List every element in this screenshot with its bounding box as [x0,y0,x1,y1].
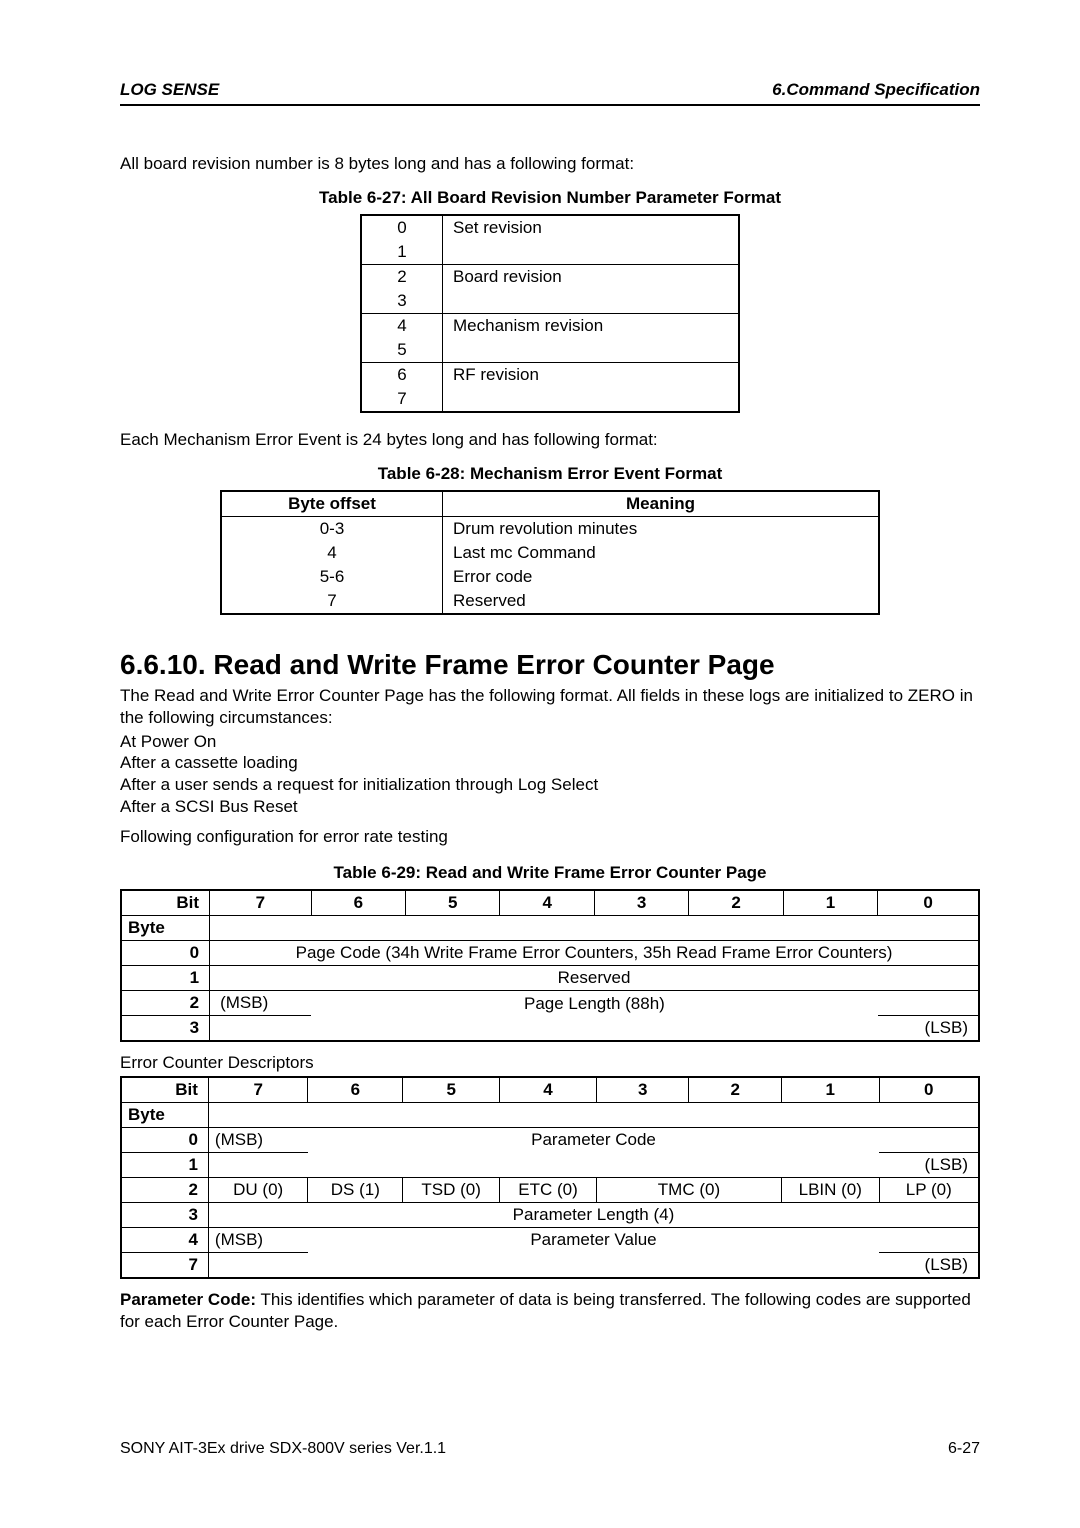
intro-text-1: All board revision number is 8 bytes lon… [120,154,980,174]
bit-2: 2 [689,890,783,916]
t27-num: 5 [361,338,443,363]
t28-h2: Meaning [443,491,880,517]
table-28: Byte offsetMeaning 0-3Drum revolution mi… [220,490,880,615]
byte-label: Byte [121,916,210,941]
t29b-paramlen: Parameter Length (4) [208,1203,979,1228]
param-code-text: Parameter Code: This identifies which pa… [120,1289,980,1333]
t29-msb: (MSB) [210,991,312,1016]
t29b-lsb7: (LSB) [879,1253,979,1279]
bit-label: Bit [121,1077,208,1103]
bit-4: 4 [500,1077,597,1103]
byte-0: 0 [121,1128,208,1153]
t29b-tsd: TSD (0) [403,1178,500,1203]
section-p1: The Read and Write Error Counter Page ha… [120,685,980,729]
byte-4: 4 [121,1228,208,1253]
byte-3: 3 [121,1203,208,1228]
table-27-caption: Table 6-27: All Board Revision Number Pa… [120,188,980,208]
table-29b: Bit 7 6 5 4 3 2 1 0 Byte 0 (MSB) Paramet… [120,1076,980,1279]
table-27: 0Set revision 1 2Board revision 3 4Mecha… [360,214,740,413]
bit-0: 0 [878,890,979,916]
t28-offset: 4 [221,541,443,565]
t29b-tmc: TMC (0) [596,1178,781,1203]
bit-2: 2 [689,1077,782,1103]
t27-num: 1 [361,240,443,265]
t28-meaning: Error code [443,565,880,589]
t27-label: Mechanism revision [443,314,740,363]
bit-1: 1 [783,890,877,916]
t29b-lbin: LBIN (0) [781,1178,879,1203]
byte-0: 0 [121,941,210,966]
header-right: 6.Command Specification [772,80,980,100]
t29b-msb4: (MSB) [208,1228,308,1253]
t29b-du: DU (0) [208,1178,308,1203]
section-heading: 6.6.10. Read and Write Frame Error Count… [120,649,980,681]
t28-h1: Byte offset [221,491,443,517]
t29-pagelen: Page Length (88h) [311,991,878,1016]
bit-label: Bit [121,890,210,916]
t27-num: 2 [361,265,443,290]
t29b-msb: (MSB) [208,1128,308,1153]
bit-3: 3 [596,1077,689,1103]
t27-label: Board revision [443,265,740,314]
t27-num: 0 [361,215,443,240]
t27-label: Set revision [443,215,740,265]
t29b-paramval: Parameter Value [308,1228,879,1253]
bit-0: 0 [879,1077,979,1103]
section-l1: At Power On [120,731,980,753]
byte-label: Byte [121,1103,208,1128]
byte-7: 7 [121,1253,208,1279]
intro-text-2: Each Mechanism Error Event is 24 bytes l… [120,430,980,450]
t29b-lp: LP (0) [879,1178,979,1203]
t27-num: 3 [361,289,443,314]
byte-1: 1 [121,1153,208,1178]
byte-1: 1 [121,966,210,991]
t28-offset: 0-3 [221,517,443,542]
t28-meaning: Reserved [443,589,880,614]
t28-offset: 5-6 [221,565,443,589]
t29-r1: Reserved [210,966,979,991]
bit-6: 6 [311,890,405,916]
param-code-bold: Parameter Code: [120,1290,256,1309]
t27-label: RF revision [443,363,740,413]
bit-5: 5 [403,1077,500,1103]
t29b-paramcode: Parameter Code [308,1128,879,1153]
bit-7: 7 [208,1077,308,1103]
table-29-caption: Table 6-29: Read and Write Frame Error C… [120,863,980,883]
bit-4: 4 [500,890,594,916]
t28-offset: 7 [221,589,443,614]
ecd-label: Error Counter Descriptors [120,1052,980,1074]
footer-left: SONY AIT-3Ex drive SDX-800V series Ver.1… [120,1440,446,1458]
bit-6: 6 [308,1077,403,1103]
t29b-lsb: (LSB) [879,1153,979,1178]
section-l4: After a SCSI Bus Reset [120,796,980,818]
byte-3: 3 [121,1016,210,1042]
t29b-ds: DS (1) [308,1178,403,1203]
t29-r0: Page Code (34h Write Frame Error Counter… [210,941,979,966]
t27-num: 6 [361,363,443,388]
bit-7: 7 [210,890,312,916]
section-l2: After a cassette loading [120,752,980,774]
header-left: LOG SENSE [120,80,219,100]
byte-2: 2 [121,991,210,1016]
byte-2: 2 [121,1178,208,1203]
t27-num: 7 [361,387,443,412]
section-l3: After a user sends a request for initial… [120,774,980,796]
t29-lsb: (LSB) [878,1016,979,1042]
bit-3: 3 [594,890,688,916]
bit-5: 5 [406,890,500,916]
t28-meaning: Last mc Command [443,541,880,565]
section-p2: Following configuration for error rate t… [120,826,980,848]
page-header: LOG SENSE 6.Command Specification [120,80,980,106]
bit-1: 1 [781,1077,879,1103]
table-29: Bit 7 6 5 4 3 2 1 0 Byte 0 Page Code (34… [120,889,980,1042]
t28-meaning: Drum revolution minutes [443,517,880,542]
t29b-etc: ETC (0) [500,1178,597,1203]
page-footer: SONY AIT-3Ex drive SDX-800V series Ver.1… [120,1440,980,1458]
footer-right: 6-27 [948,1440,980,1458]
t27-num: 4 [361,314,443,339]
table-28-caption: Table 6-28: Mechanism Error Event Format [120,464,980,484]
